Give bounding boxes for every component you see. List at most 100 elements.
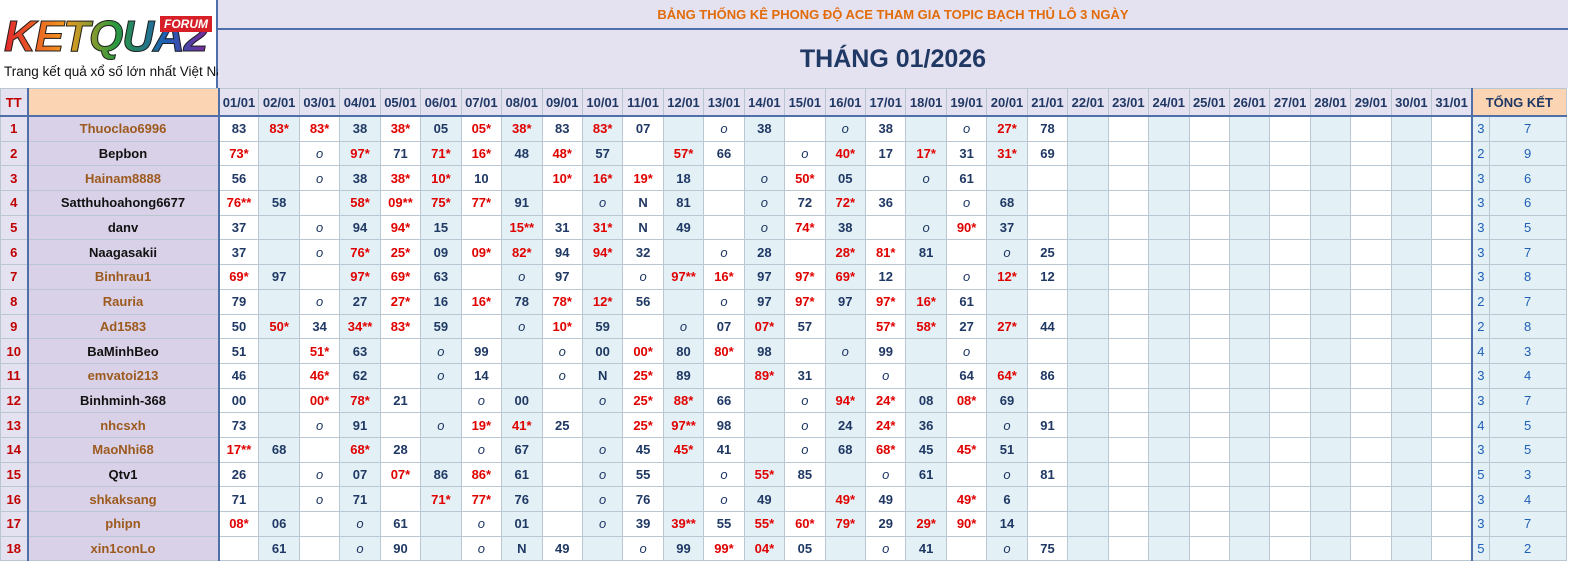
result-cell: 38 [824,214,867,241]
result-cell: 00 [501,387,543,414]
date-header: 12/01 [662,88,705,117]
result-cell [1148,486,1190,512]
result-cell [460,264,503,290]
date-header: 05/01 [379,88,422,117]
result-cell: 16* [905,288,947,315]
result-cell [1107,436,1150,463]
result-cell [1350,412,1392,438]
result-cell [1390,486,1433,512]
date-header: 02/01 [258,88,300,117]
result-cell [1148,264,1190,290]
result-cell: 81 [1026,461,1069,488]
result-cell: 19* [622,165,664,192]
total-a: 3 [1471,165,1490,192]
result-cell: 88* [662,387,705,414]
total-a: 2 [1471,313,1490,340]
result-cell: 36 [905,412,947,438]
date-header: 03/01 [298,88,341,117]
result-cell: 91 [339,412,381,438]
result-cell: 97* [339,140,381,167]
date-header: 20/01 [986,88,1028,117]
result-cell: o [905,214,947,241]
result-cell [420,511,462,537]
result-cell: 60* [784,511,826,537]
result-cell: 58 [258,190,300,216]
result-cell: 40* [824,140,867,167]
result-cell: o [622,535,664,562]
result-cell: 68 [824,436,867,463]
result-cell: 29* [905,511,947,537]
result-cell [1390,288,1433,315]
result-cell: o [622,264,664,290]
logo-badge: FORUM [160,16,212,32]
result-cell: 59 [581,313,624,340]
result-cell: 49* [824,486,867,512]
result-cell: 36 [864,190,907,216]
result-cell [1188,412,1230,438]
result-cell: 55* [743,511,786,537]
result-cell [541,436,583,463]
result-cell: 89* [743,362,786,389]
player-name: Binhminh-368 [26,387,220,414]
date-header: 21/01 [1026,88,1069,117]
result-cell: 05 [420,115,462,142]
result-cell: 71 [379,140,422,167]
total-b: 8 [1488,264,1567,290]
result-cell [784,486,826,512]
result-cell: o [905,165,947,192]
result-cell [1350,313,1392,340]
result-cell [1350,338,1392,364]
result-cell [1148,461,1190,488]
result-cell: 75 [1026,535,1069,562]
result-cell: 86 [1026,362,1069,389]
result-cell: o [945,338,988,364]
result-cell: o [986,461,1028,488]
result-cell: o [581,436,624,463]
result-cell: o [298,140,341,167]
result-cell: 81 [662,190,705,216]
result-cell [1107,264,1150,290]
result-cell: 12* [581,288,624,315]
result-cell [1431,362,1473,389]
date-header: 27/01 [1269,88,1311,117]
result-cell: 97* [784,288,826,315]
result-cell: o [824,115,867,142]
result-cell [1067,387,1109,414]
date-header: 29/01 [1350,88,1392,117]
result-cell: 77* [460,486,503,512]
data-row: 15 Qtv1 26 o 07 07* 86 86* 61 o 55 o 55* 85 o 61 o 81 5 3 [0,461,1567,488]
result-cell [1309,511,1352,537]
result-cell [1026,436,1069,463]
result-cell [1026,288,1069,315]
result-cell: 71* [420,140,462,167]
result-cell [1148,511,1190,537]
result-cell: 68* [339,436,381,463]
result-cell [1431,436,1473,463]
result-cell: 97* [784,264,826,290]
logo-tagline: Trang kết quả xổ số lớn nhất Việt Nam [4,64,235,79]
total-b: 5 [1488,412,1567,438]
row-number: 5 [0,214,28,241]
result-cell [1107,115,1150,142]
result-cell: 39** [662,511,705,537]
result-cell [379,362,422,389]
total-b: 5 [1488,436,1567,463]
result-cell: 55 [703,511,745,537]
result-cell: 97 [743,288,786,315]
result-cell [743,140,786,167]
result-cell [1390,387,1433,414]
result-cell [905,362,947,389]
result-cell: N [622,214,664,241]
result-cell: 57* [662,140,705,167]
result-cell: 51 [217,338,260,364]
result-cell: 91 [501,190,543,216]
result-cell: o [298,214,341,241]
result-cell [541,190,583,216]
result-cell [1269,412,1311,438]
result-cell: 63 [339,338,381,364]
result-cell [1269,436,1311,463]
date-header: 31/01 [1431,88,1473,117]
result-cell: 98 [743,338,786,364]
result-cell: 83* [581,115,624,142]
player-name: Satthuhoahong6677 [26,190,220,216]
